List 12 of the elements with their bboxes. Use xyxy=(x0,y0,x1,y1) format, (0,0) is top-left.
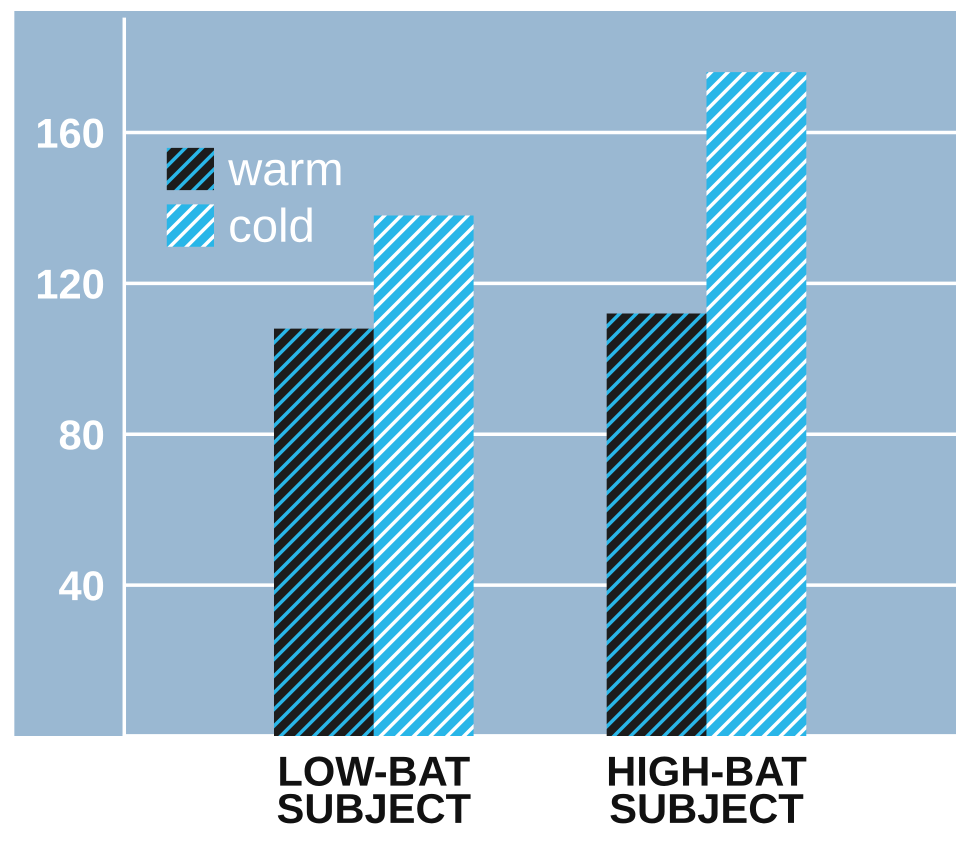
y-tick-label: 120 xyxy=(38,269,104,299)
y-tick-label: 160 xyxy=(38,118,104,148)
bar xyxy=(606,314,706,736)
bar xyxy=(374,215,474,736)
legend-label: warm xyxy=(228,160,340,186)
bar xyxy=(274,328,374,736)
x-tick-label: HIGH-BAT SUBJECT xyxy=(608,756,806,824)
bar xyxy=(706,72,806,736)
x-tick-label: LOW-BAT SUBJECT xyxy=(278,756,471,824)
y-tick-label: 40 xyxy=(59,571,104,601)
y-tick-label: 80 xyxy=(60,420,104,450)
legend-label: cold xyxy=(230,208,312,242)
